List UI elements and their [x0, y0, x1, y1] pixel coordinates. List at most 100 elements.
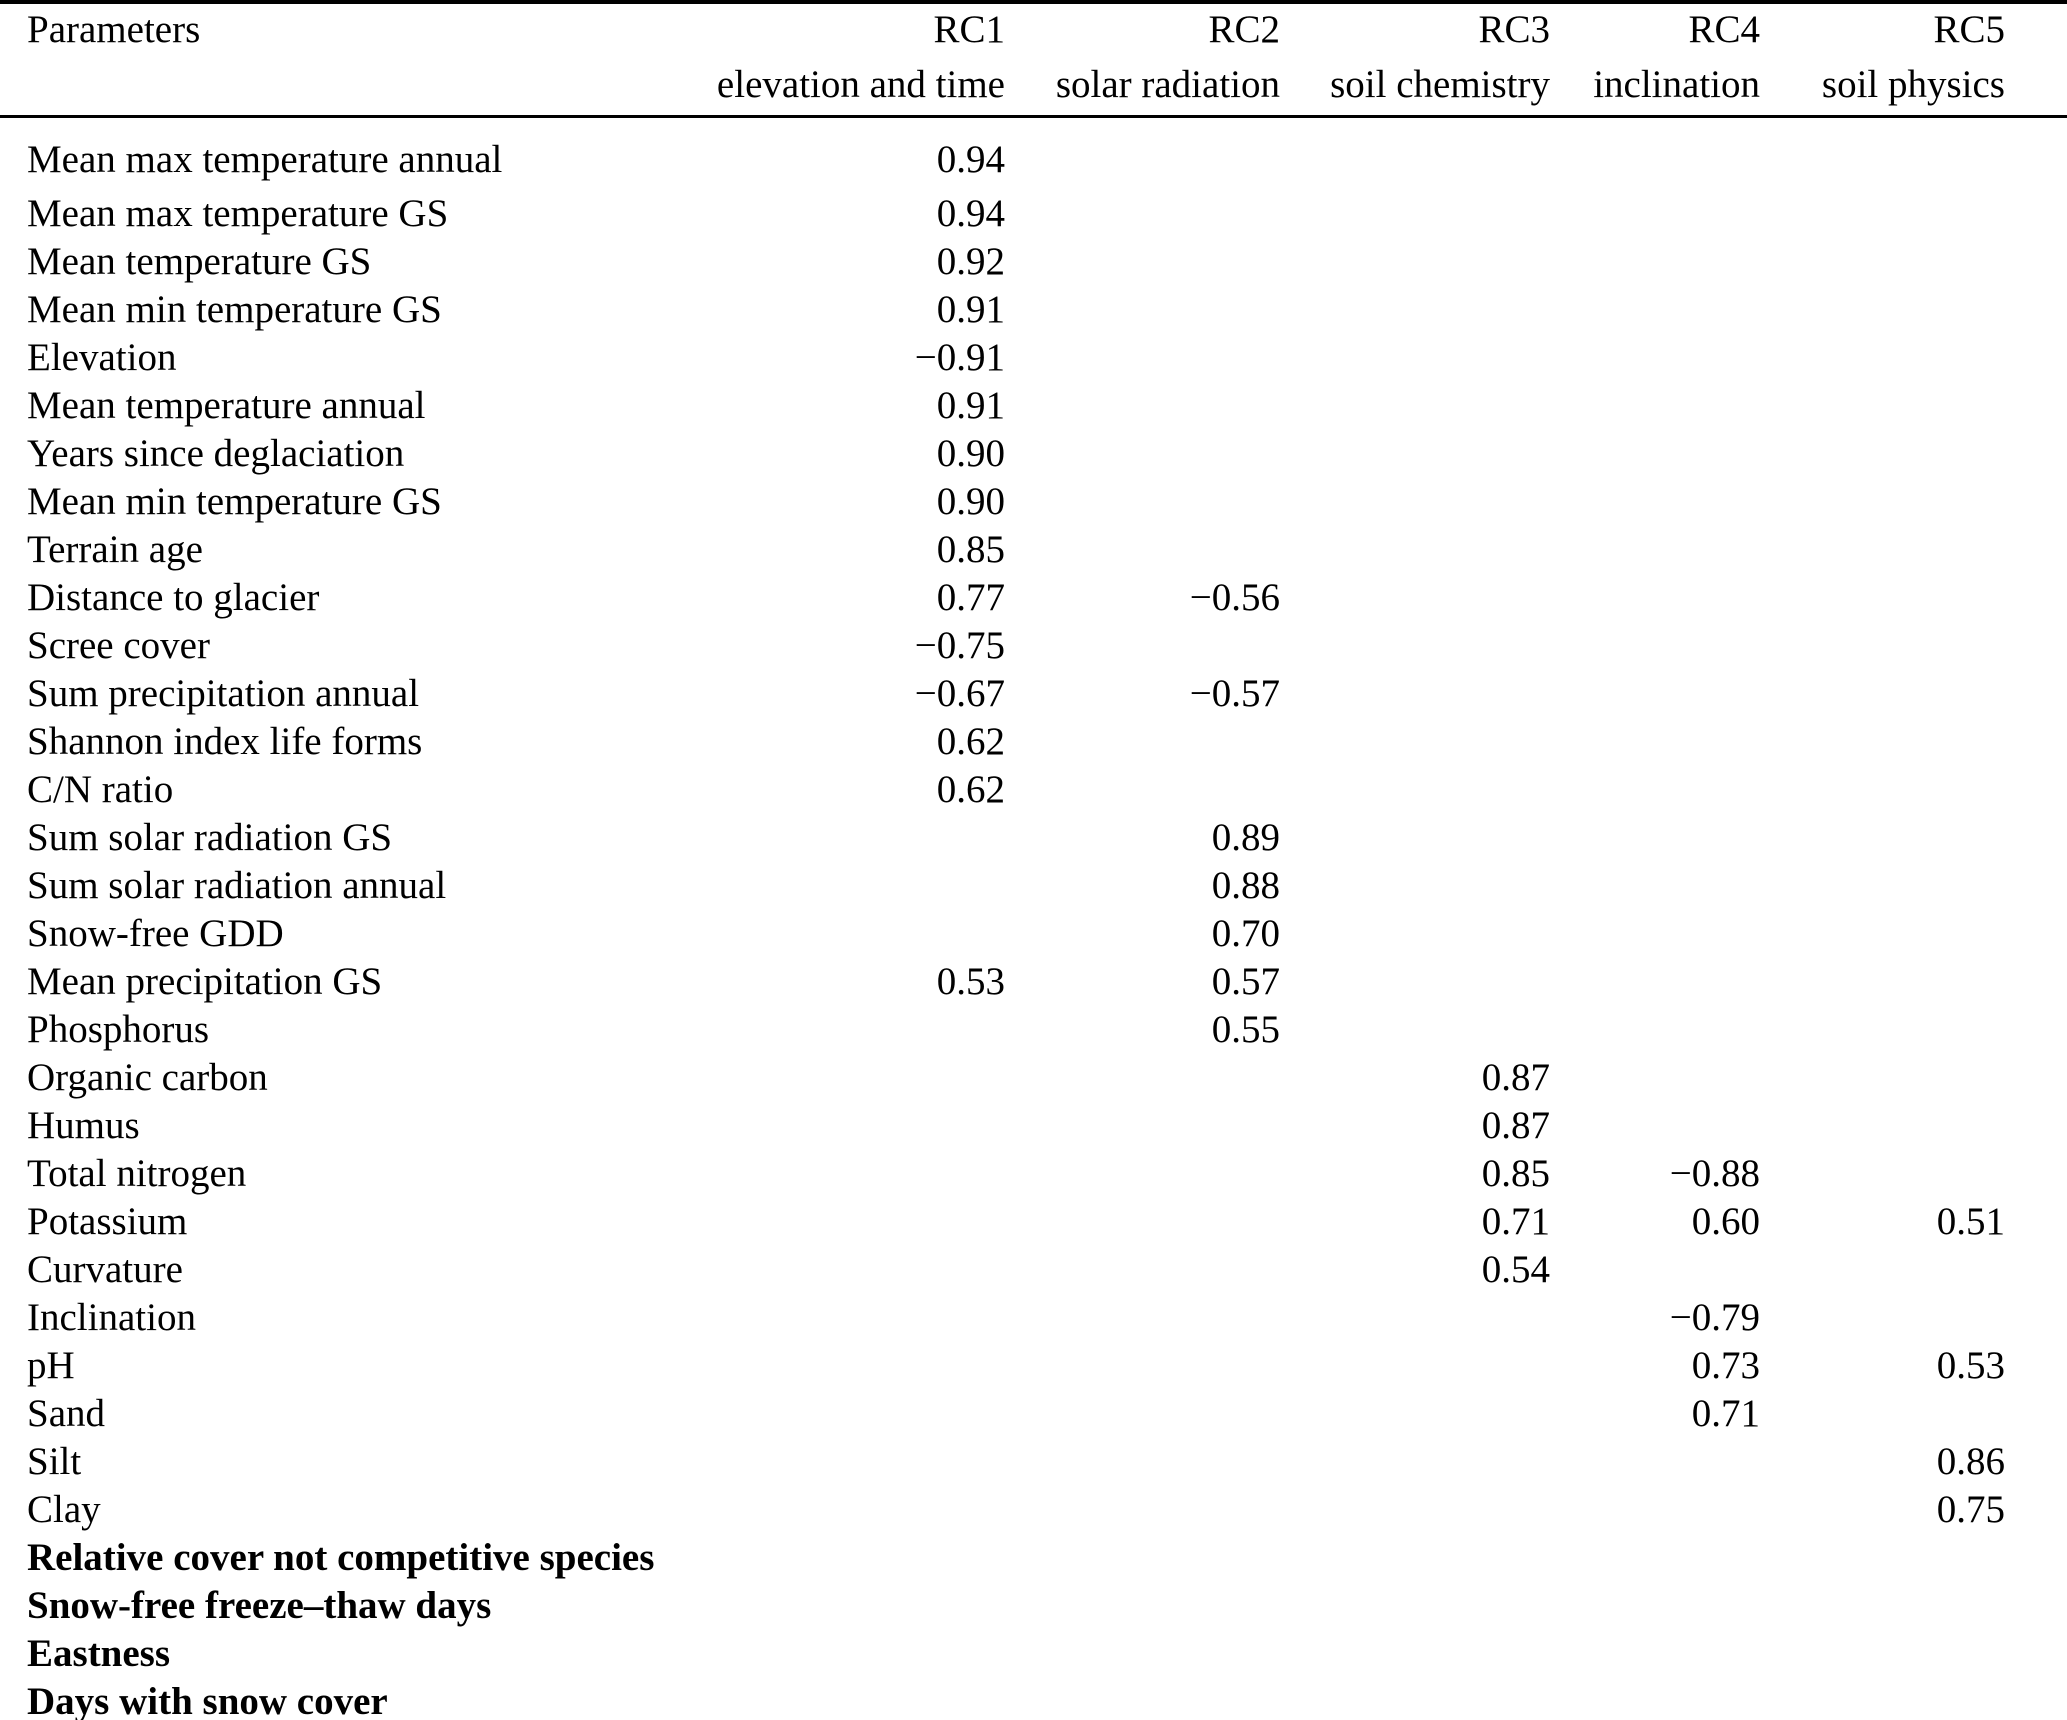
rc5-value-cell [1760, 670, 2067, 718]
rc3-value-cell: 0.87 [1481, 1103, 1550, 1147]
rc1-value-cell: −0.67 [914, 671, 1005, 715]
rc3-value-cell [1280, 574, 1550, 622]
rc2-value-cell: 0.55 [1211, 1007, 1280, 1051]
rc2-value-cell [1005, 430, 1280, 478]
rc3-value-cell [1280, 1677, 1550, 1720]
rc2-value-cell [1005, 1246, 1280, 1294]
column-subheader-rc3: soil chemistry [1280, 56, 1550, 118]
rc2-value-cell [1005, 116, 1280, 190]
rc2-value-cell [1005, 1582, 1280, 1630]
table-row: Organic carbon 0.87 [0, 1054, 2067, 1102]
rc3-value-cell [1280, 718, 1550, 766]
rc3-value-cell [1280, 1486, 1550, 1534]
rc5-value-cell [1760, 1150, 2067, 1198]
parameter-cell: Relative cover not competitive species [27, 1535, 655, 1579]
rc2-value-cell [1005, 238, 1280, 286]
rc2-value-cell [1005, 526, 1280, 574]
rc5-value-cell [1760, 622, 2067, 670]
rc4-value-cell [1550, 238, 1760, 286]
parameter-cell: Shannon index life forms [27, 719, 423, 763]
rc3-value-cell: 0.87 [1481, 1055, 1550, 1099]
rc5-value-cell [1760, 1677, 2067, 1720]
parameter-cell: Scree cover [27, 623, 210, 667]
parameter-cell: Sand [27, 1391, 105, 1435]
rc4-value-cell [1550, 958, 1760, 1006]
column-subheader-parameters [0, 56, 705, 118]
rc2-value-cell [1005, 286, 1280, 334]
rc5-value-cell [1760, 238, 2067, 286]
parameter-cell: Years since deglaciation [27, 431, 405, 475]
parameter-cell: pH [27, 1343, 75, 1387]
parameter-cell: Days with snow cover [0, 1677, 705, 1720]
rc2-value-cell: −0.57 [1189, 671, 1280, 715]
table-row: pH 0.73 0.53 [0, 1342, 2067, 1390]
rc5-value-cell [1760, 286, 2067, 334]
rc3-value-cell [1280, 478, 1550, 526]
rc3-value-cell [1280, 1630, 1550, 1678]
table-row: Phosphorus 0.55 [0, 1006, 2067, 1054]
rc2-value-cell [1005, 1390, 1280, 1438]
rc2-value-cell [1005, 1534, 1280, 1582]
rc1-value-cell [705, 1294, 1005, 1342]
rc3-value-cell [1280, 622, 1550, 670]
rc1-value-cell [705, 814, 1005, 862]
table-row: Elevation −0.91 [0, 334, 2067, 382]
rc1-value-cell [705, 1342, 1005, 1390]
rc1-value-cell [705, 1054, 1005, 1102]
rc1-value-cell [705, 910, 1005, 958]
rc5-value-cell [1760, 718, 2067, 766]
parameter-cell: Sum solar radiation annual [27, 863, 447, 907]
rc5-value-cell [1760, 382, 2067, 430]
column-header-rc3: RC3 [1478, 8, 1550, 51]
parameter-cell: Phosphorus [27, 1007, 210, 1051]
rc1-value-cell [705, 1630, 1005, 1678]
rc2-value-cell [1005, 1677, 1280, 1720]
rc3-value-cell [1280, 958, 1550, 1006]
rc1-value-cell: 0.94 [936, 137, 1005, 181]
table-row: Sum solar radiation annual 0.88 [0, 862, 2067, 910]
rc3-value-cell [1280, 766, 1550, 814]
rc4-value-cell [1550, 1246, 1760, 1294]
rc2-value-cell [1005, 1150, 1280, 1198]
rc1-value-cell: 0.62 [936, 767, 1005, 811]
rc4-value-cell: −0.88 [1669, 1151, 1760, 1195]
table-row: Relative cover not competitive species [0, 1534, 2067, 1582]
rc2-value-cell [1005, 478, 1280, 526]
rc5-value-cell [1760, 910, 2067, 958]
rc5-value-cell [1760, 814, 2067, 862]
rc2-value-cell [1005, 1102, 1280, 1150]
rc3-value-cell [1280, 910, 1550, 958]
rc5-value-cell [1760, 1102, 2067, 1150]
rc1-value-cell: 0.90 [936, 431, 1005, 475]
rc3-value-cell [1280, 1006, 1550, 1054]
rc4-value-cell [1550, 190, 1760, 238]
rc4-value-cell [1550, 862, 1760, 910]
rc2-value-cell: 0.88 [1211, 863, 1280, 907]
rc1-value-cell [705, 1438, 1005, 1486]
table-row: Mean precipitation GS 0.53 0.57 [0, 958, 2067, 1006]
rc5-value-cell: 0.51 [1936, 1199, 2005, 1243]
parameter-cell: Inclination [27, 1295, 196, 1339]
column-subheader-rc2: solar radiation [1005, 56, 1280, 118]
rc4-value-cell [1550, 286, 1760, 334]
rc2-value-cell: 0.89 [1211, 815, 1280, 859]
rc5-value-cell [1760, 430, 2067, 478]
rc1-value-cell: 0.53 [936, 959, 1005, 1003]
rc1-value-cell [705, 1150, 1005, 1198]
rc3-value-cell [1280, 190, 1550, 238]
rc3-value-cell [1280, 1342, 1550, 1390]
parameter-cell: Humus [27, 1103, 140, 1147]
rc4-value-cell [1550, 116, 1760, 190]
column-header-rc4: RC4 [1688, 8, 1760, 51]
rc1-value-cell: 0.91 [936, 287, 1005, 331]
parameter-cell: Organic carbon [27, 1055, 268, 1099]
column-header-rc2: RC2 [1208, 8, 1280, 51]
column-header-rc5: RC5 [1933, 8, 2005, 51]
column-subheader-rc4: inclination [1550, 56, 1760, 118]
rc5-value-cell [1760, 478, 2067, 526]
rc2-value-cell [1005, 1486, 1280, 1534]
table-row: Mean min temperature GS 0.91 [0, 286, 2067, 334]
rc4-value-cell [1550, 574, 1760, 622]
rc3-value-cell: 0.54 [1481, 1247, 1550, 1291]
